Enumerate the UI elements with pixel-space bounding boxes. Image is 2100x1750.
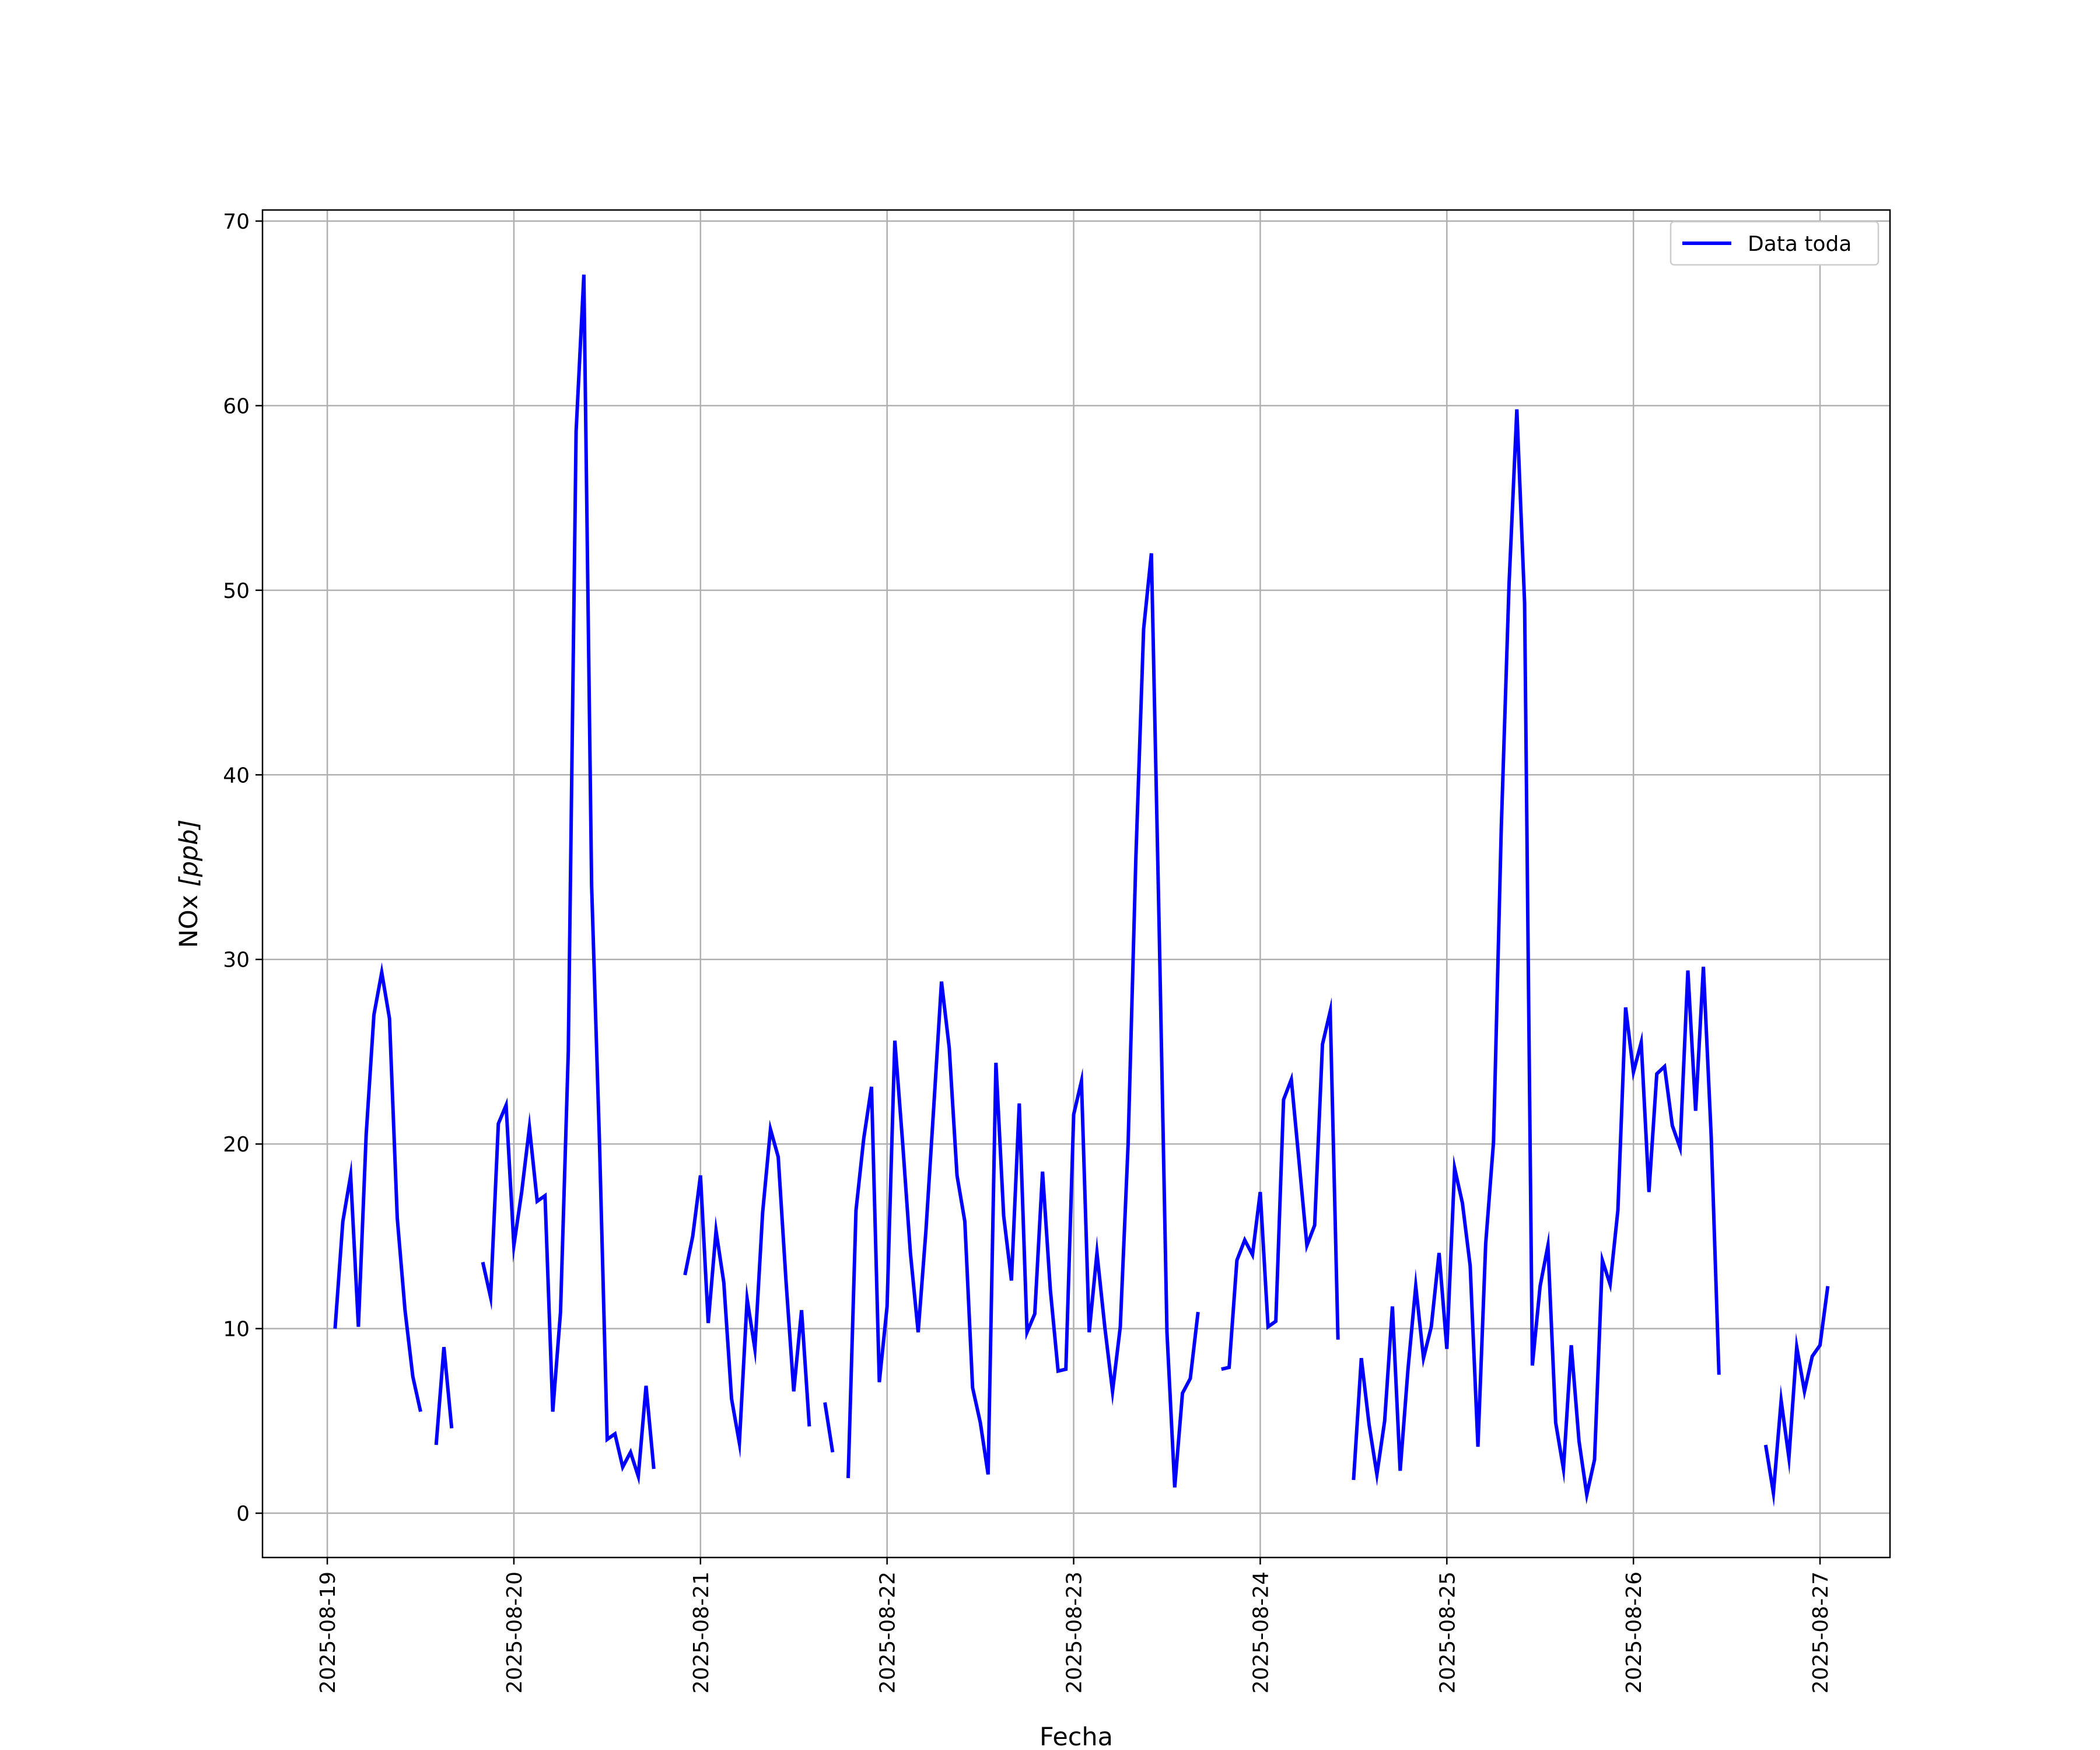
y-tick-label: 50 — [223, 579, 250, 603]
legend-label-data-toda: Data toda — [1748, 232, 1852, 256]
y-tick-label: 60 — [223, 394, 250, 418]
series-line-data-toda — [823, 1402, 835, 1453]
legend-box — [1670, 220, 1880, 266]
y-tick-label: 40 — [223, 764, 250, 788]
grid — [262, 210, 1890, 1558]
series-line-data-toda — [683, 1119, 811, 1459]
legend: Data toda — [1670, 220, 1880, 266]
series-line-data-toda — [481, 274, 656, 1485]
y-tick-label: 20 — [223, 1133, 250, 1157]
x-tick-label: 2025-08-27 — [1809, 1572, 1833, 1693]
y-axis-label-unit: [ppb] — [174, 820, 204, 887]
x-tick-label: 2025-08-26 — [1622, 1572, 1646, 1693]
y-tick-label: 70 — [223, 210, 250, 234]
series-line-data-toda — [434, 1347, 454, 1446]
y-axis-label-text: NOx — [174, 887, 204, 948]
x-tick-label: 2025-08-23 — [1063, 1572, 1087, 1693]
y-axis-label: NOx [ppb] — [174, 820, 204, 949]
series-layer — [333, 274, 1830, 1507]
x-tick-label: 2025-08-21 — [690, 1572, 713, 1693]
x-tick-label: 2025-08-24 — [1249, 1572, 1273, 1693]
series-line-data-toda — [1352, 409, 1721, 1505]
y-tick-label: 10 — [223, 1318, 250, 1342]
series-line-data-toda — [1763, 1286, 1830, 1507]
x-tick-label: 2025-08-22 — [876, 1572, 900, 1693]
y-tick-label: 30 — [223, 949, 250, 972]
x-tick-label: 2025-08-19 — [316, 1572, 340, 1693]
series-line-data-toda — [1221, 997, 1340, 1371]
plot-area-frame — [261, 209, 1891, 1559]
x-tick-label: 2025-08-25 — [1436, 1572, 1460, 1693]
ticks: 0 10 20 30 40 50 60 70 2025-08-19 2025-08-20 2025-… — [223, 210, 1833, 1693]
series-line-data-toda — [333, 962, 422, 1412]
y-tick-label: 0 — [236, 1502, 250, 1526]
x-tick-label: 2025-08-20 — [503, 1572, 527, 1693]
x-axis-label: Fecha — [1040, 1723, 1113, 1750]
series-line-data-toda — [846, 553, 1200, 1488]
